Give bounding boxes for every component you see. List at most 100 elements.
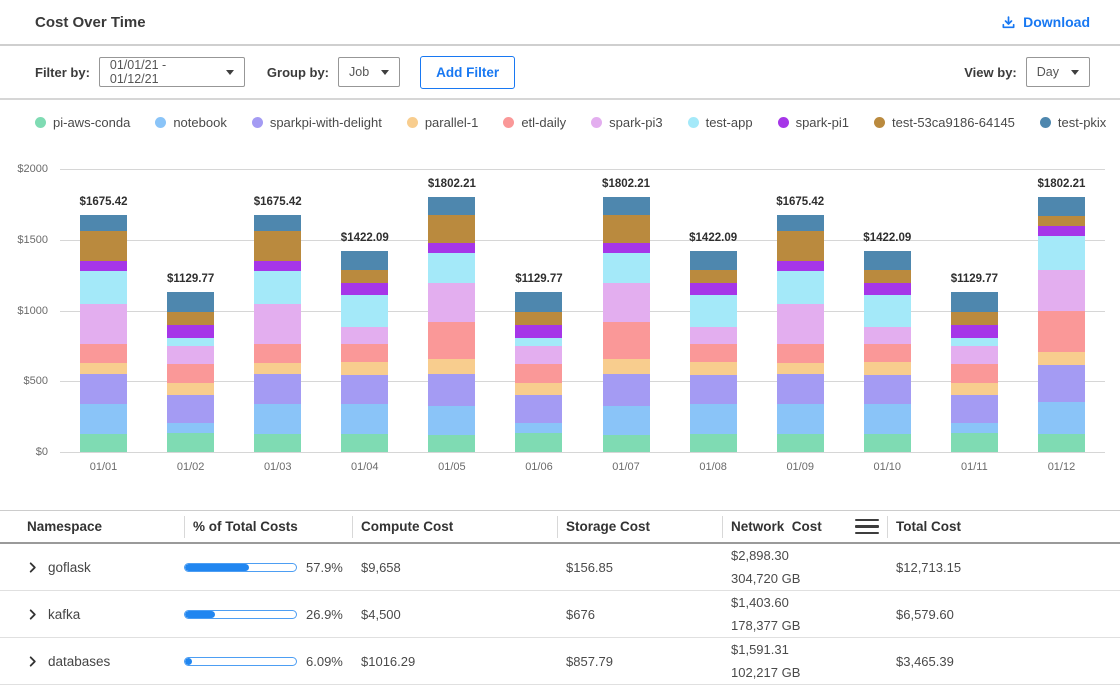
bar-segment-pi-aws-conda[interactable]: [1038, 434, 1085, 452]
bar-segment-parallel-1[interactable]: [603, 359, 650, 374]
legend-item-spark-pi1[interactable]: spark-pi1: [778, 115, 849, 130]
namespace-cell[interactable]: databases: [27, 654, 184, 669]
bar-segment-pi-aws-conda[interactable]: [515, 433, 562, 452]
bar-segment-test-app[interactable]: [167, 338, 214, 347]
bar-segment-notebook[interactable]: [167, 423, 214, 433]
bar-segment-test-53ca9186-64145[interactable]: [428, 215, 475, 243]
bar-segment-pi-aws-conda[interactable]: [864, 434, 911, 452]
bar-segment-sparkpi-with-delight[interactable]: [167, 395, 214, 423]
bar-segment-spark-pi3[interactable]: [254, 304, 301, 344]
bar-segment-spark-pi1[interactable]: [515, 325, 562, 337]
bar-segment-parallel-1[interactable]: [80, 363, 127, 373]
bar-segment-test-pkix[interactable]: [603, 197, 650, 215]
table-row[interactable]: kafka 26.9% $4,500 $676 $1,403.60 178,37…: [0, 591, 1120, 638]
legend-item-notebook[interactable]: notebook: [155, 115, 227, 130]
bar-segment-notebook[interactable]: [428, 406, 475, 435]
bar-segment-test-app[interactable]: [777, 271, 824, 304]
bar-segment-etl-daily[interactable]: [80, 344, 127, 363]
bar-segment-test-53ca9186-64145[interactable]: [951, 312, 998, 325]
bar-segment-spark-pi1[interactable]: [80, 261, 127, 271]
bar-segment-pi-aws-conda[interactable]: [341, 434, 388, 452]
bar-segment-test-53ca9186-64145[interactable]: [341, 270, 388, 283]
bar-segment-spark-pi3[interactable]: [515, 346, 562, 363]
bar-segment-pi-aws-conda[interactable]: [951, 433, 998, 452]
column-header-compute[interactable]: Compute Cost: [352, 516, 557, 538]
bar-segment-parallel-1[interactable]: [1038, 352, 1085, 365]
bar-segment-test-app[interactable]: [254, 271, 301, 304]
bar-segment-notebook[interactable]: [1038, 402, 1085, 434]
expand-chevron-icon[interactable]: [27, 656, 38, 667]
bar-segment-notebook[interactable]: [603, 406, 650, 435]
stacked-bar-01/06[interactable]: [515, 292, 562, 452]
bar-segment-test-app[interactable]: [1038, 236, 1085, 270]
bar-segment-spark-pi1[interactable]: [167, 325, 214, 337]
stacked-bar-01/05[interactable]: [428, 197, 475, 452]
bar-segment-test-53ca9186-64145[interactable]: [777, 231, 824, 261]
bar-segment-notebook[interactable]: [254, 404, 301, 434]
bar-segment-sparkpi-with-delight[interactable]: [690, 375, 737, 404]
bar-segment-spark-pi3[interactable]: [428, 283, 475, 321]
table-row[interactable]: databases 6.09% $1016.29 $857.79 $1,591.…: [0, 638, 1120, 685]
bar-segment-notebook[interactable]: [515, 423, 562, 433]
bar-segment-notebook[interactable]: [690, 404, 737, 434]
bar-segment-test-app[interactable]: [341, 295, 388, 327]
column-menu-icon[interactable]: [855, 519, 879, 535]
bar-segment-test-53ca9186-64145[interactable]: [515, 312, 562, 325]
bar-segment-spark-pi3[interactable]: [951, 346, 998, 363]
bar-segment-test-app[interactable]: [603, 253, 650, 283]
bar-segment-sparkpi-with-delight[interactable]: [864, 375, 911, 404]
bar-segment-test-pkix[interactable]: [690, 251, 737, 270]
bar-segment-parallel-1[interactable]: [254, 363, 301, 373]
legend-item-sparkpi-with-delight[interactable]: sparkpi-with-delight: [252, 115, 382, 130]
view-by-select[interactable]: Day: [1026, 57, 1090, 87]
expand-chevron-icon[interactable]: [27, 609, 38, 620]
bar-segment-test-pkix[interactable]: [515, 292, 562, 312]
expand-chevron-icon[interactable]: [27, 562, 38, 573]
bar-segment-sparkpi-with-delight[interactable]: [1038, 365, 1085, 402]
legend-item-test-pkix[interactable]: test-pkix: [1040, 115, 1106, 130]
stacked-bar-01/12[interactable]: [1038, 197, 1085, 452]
bar-segment-spark-pi3[interactable]: [1038, 270, 1085, 311]
legend-item-spark-pi3[interactable]: spark-pi3: [591, 115, 662, 130]
bar-segment-pi-aws-conda[interactable]: [777, 434, 824, 452]
bar-segment-etl-daily[interactable]: [777, 344, 824, 363]
namespace-cell[interactable]: goflask: [27, 560, 184, 575]
bar-segment-spark-pi1[interactable]: [690, 283, 737, 295]
bar-segment-pi-aws-conda[interactable]: [428, 435, 475, 452]
bar-segment-test-53ca9186-64145[interactable]: [603, 215, 650, 243]
bar-segment-test-app[interactable]: [515, 338, 562, 347]
bar-segment-spark-pi3[interactable]: [864, 327, 911, 344]
bar-segment-parallel-1[interactable]: [341, 362, 388, 375]
bar-segment-parallel-1[interactable]: [515, 383, 562, 395]
bar-segment-spark-pi1[interactable]: [951, 325, 998, 337]
bar-segment-test-53ca9186-64145[interactable]: [254, 231, 301, 261]
bar-segment-etl-daily[interactable]: [515, 364, 562, 384]
bar-segment-spark-pi1[interactable]: [777, 261, 824, 271]
bar-segment-sparkpi-with-delight[interactable]: [428, 374, 475, 405]
bar-segment-test-pkix[interactable]: [1038, 197, 1085, 216]
bar-segment-spark-pi3[interactable]: [167, 346, 214, 363]
bar-segment-spark-pi1[interactable]: [1038, 226, 1085, 236]
stacked-bar-01/11[interactable]: [951, 292, 998, 452]
bar-segment-test-pkix[interactable]: [80, 215, 127, 231]
bar-segment-pi-aws-conda[interactable]: [603, 435, 650, 452]
bar-segment-test-app[interactable]: [428, 253, 475, 283]
bar-segment-etl-daily[interactable]: [864, 344, 911, 362]
bar-segment-pi-aws-conda[interactable]: [254, 434, 301, 452]
bar-segment-etl-daily[interactable]: [690, 344, 737, 362]
bar-segment-test-pkix[interactable]: [951, 292, 998, 312]
legend-item-pi-aws-conda[interactable]: pi-aws-conda: [35, 115, 130, 130]
bar-segment-spark-pi3[interactable]: [777, 304, 824, 344]
bar-segment-spark-pi3[interactable]: [690, 327, 737, 344]
bar-segment-test-53ca9186-64145[interactable]: [690, 270, 737, 283]
bar-segment-parallel-1[interactable]: [951, 383, 998, 395]
bar-segment-test-53ca9186-64145[interactable]: [167, 312, 214, 325]
bar-segment-notebook[interactable]: [864, 404, 911, 434]
bar-segment-spark-pi3[interactable]: [341, 327, 388, 344]
bar-segment-test-app[interactable]: [80, 271, 127, 304]
legend-item-etl-daily[interactable]: etl-daily: [503, 115, 566, 130]
bar-segment-etl-daily[interactable]: [951, 364, 998, 384]
stacked-bar-01/01[interactable]: [80, 215, 127, 452]
stacked-bar-01/03[interactable]: [254, 215, 301, 452]
legend-item-test-app[interactable]: test-app: [688, 115, 753, 130]
